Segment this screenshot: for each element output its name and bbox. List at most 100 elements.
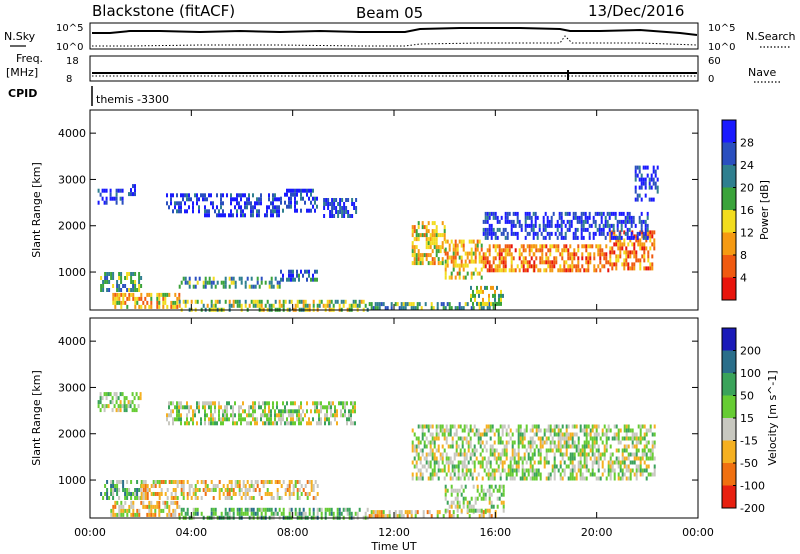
heatmap-cell: [541, 260, 544, 265]
heatmap-cell: [230, 201, 232, 206]
heatmap-cell: [611, 246, 614, 251]
heatmap-cell: [569, 476, 572, 481]
heatmap-cell: [587, 252, 590, 257]
heatmap-cell: [206, 280, 209, 285]
heatmap-cell: [180, 511, 183, 516]
heatmap-cell: [308, 208, 310, 213]
heatmap-cell: [625, 468, 628, 473]
heatmap-cell: [240, 193, 242, 198]
heatmap-cell: [644, 231, 647, 236]
heatmap-cell: [292, 492, 295, 496]
heatmap-cell: [557, 436, 560, 441]
heatmap-cell: [124, 284, 127, 288]
heatmap-cell: [318, 507, 321, 512]
heatmap-cell: [298, 277, 300, 282]
heatmap-cell: [435, 225, 438, 230]
heatmap-cell: [260, 405, 262, 410]
heatmap-cell: [272, 421, 274, 426]
heatmap-cell: [170, 496, 173, 500]
heatmap-cell: [316, 269, 318, 274]
heatmap-cell: [334, 413, 336, 418]
heatmap-cell: [226, 488, 229, 492]
heatmap-cell: [140, 496, 143, 500]
heatmap-cell: [116, 492, 119, 496]
heatmap-cell: [646, 165, 649, 170]
heatmap-cell: [417, 233, 420, 238]
heatmap-cell: [581, 252, 584, 257]
heatmap-cell: [176, 500, 179, 505]
heatmap-cell: [411, 253, 414, 258]
heatmap-cell: [599, 268, 602, 273]
heatmap-cell: [476, 271, 479, 276]
heatmap-cell: [250, 209, 252, 214]
heatmap-cell: [242, 484, 245, 488]
heatmap-cell: [480, 267, 483, 272]
heatmap-cell: [296, 273, 298, 278]
heatmap-cell: [431, 436, 434, 441]
heatmap-cell: [644, 227, 647, 232]
heatmap-cell: [567, 424, 570, 429]
heatmap-cell: [244, 496, 247, 500]
heatmap-cell: [471, 452, 474, 457]
heatmap-cell: [404, 510, 407, 515]
heatmap-cell: [495, 428, 498, 433]
heatmap-cell: [192, 209, 194, 214]
heatmap-cell: [204, 213, 206, 218]
heatmap-cell: [274, 205, 276, 210]
heatmap-cell: [234, 480, 237, 484]
heatmap-cell: [536, 235, 539, 240]
heatmap-cell: [112, 484, 115, 488]
heatmap-cell: [490, 268, 493, 273]
heatmap-cell: [585, 464, 588, 469]
heatmap-cell: [431, 424, 434, 429]
heatmap-cell: [623, 448, 626, 453]
heatmap-cell: [108, 288, 111, 292]
colorbar-tick-label: -200: [740, 502, 765, 515]
heatmap-cell: [601, 252, 604, 257]
heatmap-cell: [190, 405, 192, 410]
heatmap-cell: [517, 444, 520, 449]
heatmap-cell: [142, 488, 145, 492]
heatmap-cell: [634, 189, 637, 194]
heatmap-cell: [170, 512, 173, 517]
colorbar-tick-label: -50: [740, 457, 758, 470]
heatmap-cell: [644, 177, 647, 182]
heatmap-cell: [394, 510, 397, 515]
heatmap-cell: [611, 464, 614, 469]
heatmap-cell: [553, 464, 556, 469]
heatmap-cell: [180, 421, 182, 426]
heatmap-cell: [186, 413, 188, 418]
heatmap-cell: [232, 197, 234, 202]
heatmap-cell: [292, 413, 294, 418]
heatmap-cell: [134, 300, 137, 305]
heatmap-cell: [504, 260, 507, 265]
heatmap-cell: [435, 432, 438, 437]
heatmap-cell: [390, 306, 393, 311]
heatmap-cell: [611, 250, 614, 255]
heatmap-cell: [557, 428, 560, 433]
heatmap-cell: [463, 460, 466, 465]
heatmap-cell: [605, 448, 608, 453]
heatmap-cell: [142, 504, 145, 509]
heatmap-cell: [417, 436, 420, 441]
heatmap-cell: [567, 264, 570, 269]
heatmap-cell: [150, 492, 153, 496]
heatmap-cell: [262, 401, 264, 406]
heatmap-cell: [610, 223, 613, 228]
heatmap-cell: [272, 496, 275, 500]
heatmap-cell: [258, 299, 261, 304]
heatmap-cell: [617, 436, 620, 441]
heatmap-cell: [336, 421, 338, 426]
heatmap-cell: [565, 424, 568, 429]
heatmap-cell: [286, 488, 289, 492]
heatmap-cell: [400, 510, 403, 515]
heatmap-cell: [122, 484, 125, 488]
heatmap-cell: [639, 242, 642, 247]
heatmap-cell: [497, 440, 500, 445]
heatmap-cell: [421, 476, 424, 481]
heatmap-cell: [106, 480, 109, 484]
heatmap-cell: [470, 259, 473, 264]
heatmap-cell: [515, 464, 518, 469]
heatmap-cell: [354, 401, 356, 406]
heatmap-cell: [262, 409, 264, 414]
